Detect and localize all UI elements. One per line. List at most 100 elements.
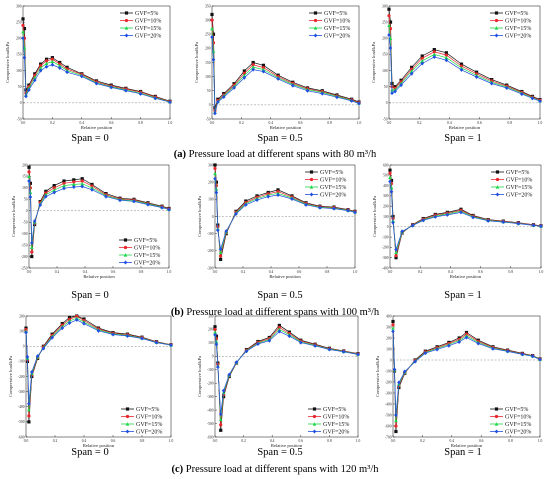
data-point xyxy=(251,63,255,67)
data-point xyxy=(388,175,392,179)
x-tick-label: 0.8 xyxy=(327,439,332,443)
data-point xyxy=(213,332,217,337)
data-point xyxy=(219,257,223,262)
x-tick-label: 1.0 xyxy=(538,121,543,125)
data-point xyxy=(444,51,448,55)
data-point xyxy=(341,349,346,354)
y-tick-label: -200 xyxy=(207,249,214,253)
y-tick-label: 0 xyxy=(20,101,22,105)
plot-frame xyxy=(214,315,359,438)
x-tick-label: 0.0 xyxy=(21,121,26,125)
y-tick-label: 300 xyxy=(208,314,214,318)
series-4 xyxy=(213,176,357,252)
data-point xyxy=(80,181,84,186)
legend-marker xyxy=(494,33,499,38)
y-tick-label: 200 xyxy=(208,180,214,184)
y-axis-label: Compressive load/kPa xyxy=(372,196,377,237)
data-point xyxy=(210,12,214,17)
x-tick-label: 0.2 xyxy=(50,121,55,125)
data-point xyxy=(38,68,43,73)
data-point xyxy=(389,189,394,194)
data-point xyxy=(287,334,292,339)
series-line xyxy=(388,35,541,102)
data-point xyxy=(221,388,226,393)
data-point xyxy=(530,96,535,101)
span-label-b0: Span = 0 xyxy=(71,290,108,301)
y-tick-label: 200 xyxy=(208,328,214,332)
data-point xyxy=(409,69,414,73)
data-point xyxy=(432,50,436,54)
data-point xyxy=(420,61,425,66)
data-point xyxy=(44,57,49,61)
legend-marker xyxy=(309,185,314,189)
data-point xyxy=(255,198,259,203)
span-label-a2: Span = 1 xyxy=(444,133,481,144)
data-point xyxy=(52,188,56,192)
data-point xyxy=(277,325,281,330)
data-point xyxy=(210,26,214,31)
data-point xyxy=(433,214,438,219)
legend-marker xyxy=(125,407,130,411)
legend-label: GVF=20% xyxy=(320,193,346,199)
data-point xyxy=(251,65,255,69)
y-tick-label: 100 xyxy=(208,198,214,202)
data-point xyxy=(50,335,54,340)
data-point xyxy=(30,245,34,249)
data-point xyxy=(277,327,282,332)
data-point xyxy=(390,91,394,96)
legend-marker xyxy=(312,429,317,434)
data-point xyxy=(27,165,31,169)
data-point xyxy=(41,346,46,351)
data-point xyxy=(505,349,510,354)
data-point xyxy=(388,179,392,184)
y-tick-label: -100 xyxy=(21,232,28,236)
legend-marker xyxy=(123,253,128,257)
legend-marker xyxy=(125,414,130,419)
data-point xyxy=(410,65,414,69)
data-point xyxy=(153,96,158,101)
data-point xyxy=(276,193,280,198)
chart-panel-a-2: -50 0 50 100 150 200 250 300 0.0 0.2 0.4 0.6 0.8 1.0 R… xyxy=(371,4,542,130)
y-tick-label: 150 xyxy=(22,175,28,179)
data-point xyxy=(501,220,506,225)
data-point xyxy=(459,64,464,68)
data-point xyxy=(388,171,392,175)
x-axis-label: Relative position xyxy=(451,443,483,448)
y-tick-label: -600 xyxy=(207,435,214,439)
data-point xyxy=(219,428,223,432)
x-tick-label: 0.8 xyxy=(140,439,145,443)
data-point xyxy=(146,202,150,207)
y-tick-label: -300 xyxy=(18,390,25,394)
data-point xyxy=(242,73,247,78)
data-point xyxy=(474,70,479,74)
data-point xyxy=(44,194,48,199)
x-tick-label: 1.0 xyxy=(356,439,361,443)
x-tick-label: 0.8 xyxy=(509,270,514,274)
data-point xyxy=(476,341,481,346)
data-point xyxy=(531,223,536,228)
data-point xyxy=(39,62,43,66)
y-tick-label: -500 xyxy=(207,422,214,426)
legend-label: GVF=15% xyxy=(324,26,350,32)
data-point xyxy=(213,330,217,334)
chart-panel-b-5: -400 -300 -200 -100 0 100 200 300 400 500 600 0.0 0.… xyxy=(372,163,543,279)
data-point xyxy=(213,166,217,171)
y-axis-label: Compressive load/kPa xyxy=(8,356,13,397)
x-tick-label: 0.4 xyxy=(270,439,275,443)
y-axis-label: Compressive load/kPa xyxy=(194,42,199,83)
y-tick-label: 100 xyxy=(16,69,22,73)
data-point xyxy=(391,323,395,327)
data-point xyxy=(394,247,398,252)
data-point xyxy=(50,59,55,64)
x-tick-label: 1.0 xyxy=(539,270,544,274)
y-tick-label: -200 xyxy=(21,255,28,259)
x-axis-label: Relative position xyxy=(83,274,115,279)
data-point xyxy=(27,83,31,87)
y-tick-label: 300 xyxy=(382,4,388,8)
data-point xyxy=(50,56,54,60)
legend-label: GVF=5% xyxy=(134,238,157,244)
x-tick-label: 0.2 xyxy=(418,270,423,274)
x-tick-label: 0.6 xyxy=(479,439,484,443)
x-tick-label: 1.0 xyxy=(168,121,173,125)
